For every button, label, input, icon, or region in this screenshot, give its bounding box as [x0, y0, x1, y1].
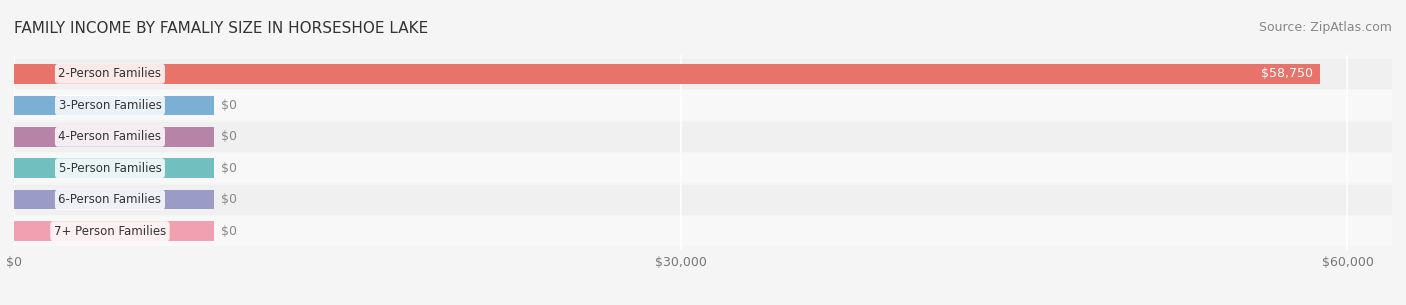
- Text: $0: $0: [221, 193, 236, 206]
- Text: 3-Person Families: 3-Person Families: [59, 99, 162, 112]
- Text: 6-Person Families: 6-Person Families: [59, 193, 162, 206]
- Text: 2-Person Families: 2-Person Families: [59, 67, 162, 80]
- Text: 7+ Person Families: 7+ Person Families: [53, 225, 166, 238]
- Text: $58,750: $58,750: [1261, 67, 1313, 80]
- Bar: [14, 59, 1392, 89]
- Text: 4-Person Families: 4-Person Families: [59, 130, 162, 143]
- Bar: [14, 64, 1320, 84]
- Text: $0: $0: [221, 225, 236, 238]
- Bar: [14, 122, 1392, 152]
- Bar: [14, 159, 214, 178]
- Text: $0: $0: [221, 130, 236, 143]
- Bar: [14, 90, 1392, 120]
- Bar: [14, 127, 214, 146]
- Bar: [14, 185, 1392, 215]
- Text: 5-Person Families: 5-Person Families: [59, 162, 162, 175]
- Bar: [14, 190, 214, 210]
- Bar: [14, 221, 214, 241]
- Text: $0: $0: [221, 162, 236, 175]
- Bar: [14, 216, 1392, 246]
- Text: Source: ZipAtlas.com: Source: ZipAtlas.com: [1258, 21, 1392, 34]
- Bar: [14, 153, 1392, 183]
- Text: FAMILY INCOME BY FAMALIY SIZE IN HORSESHOE LAKE: FAMILY INCOME BY FAMALIY SIZE IN HORSESH…: [14, 21, 429, 36]
- Bar: [14, 95, 214, 115]
- Text: $0: $0: [221, 99, 236, 112]
